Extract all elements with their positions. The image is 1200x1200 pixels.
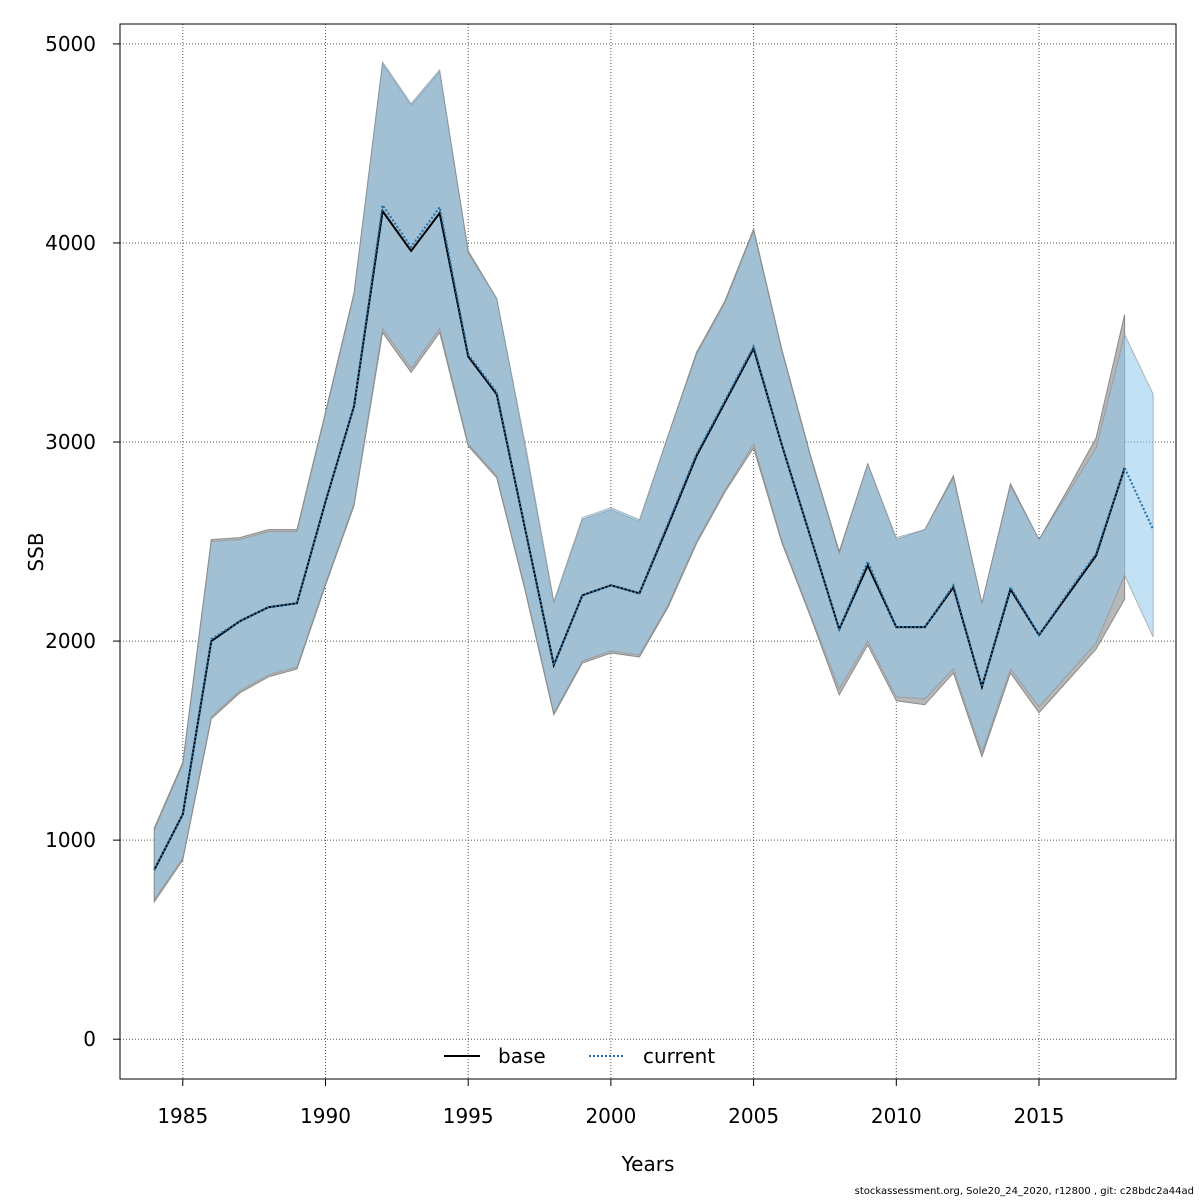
x-tick-label: 1995 [443, 1104, 494, 1128]
y-tick-label: 3000 [45, 430, 96, 454]
series-lines [153, 202, 1155, 871]
x-tick-label: 2010 [871, 1104, 922, 1128]
x-tick-label: 2015 [1014, 1104, 1065, 1128]
y-tick-label: 1000 [45, 828, 96, 852]
y-tick-label: 4000 [45, 231, 96, 255]
base-confidence-band [153, 62, 1126, 904]
y-tick-label: 0 [83, 1027, 96, 1051]
x-tick-label: 2000 [585, 1104, 636, 1128]
grid [120, 24, 1176, 1079]
footer-note: stockassessment.org, Sole20_24_2020, r12… [854, 1186, 1194, 1197]
x-axis-ticks: 1985 1990 1995 2000 2005 2010 2015 [157, 1079, 1064, 1128]
plot-frame [119, 23, 1177, 1080]
y-tick-label: 2000 [45, 629, 96, 653]
legend: base current [444, 1044, 715, 1068]
y-axis-ticks: 0 1000 2000 3000 4000 5000 [45, 32, 120, 1051]
x-tick-label: 1990 [300, 1104, 351, 1128]
confidence-bands [153, 60, 1154, 904]
x-tick-label: 2005 [728, 1104, 779, 1128]
legend-base-label: base [498, 1044, 546, 1068]
legend-current-label: current [643, 1044, 715, 1068]
current-confidence-band [153, 60, 1154, 902]
y-tick-label: 5000 [45, 32, 96, 56]
y-axis-title: SSB [24, 532, 48, 571]
x-axis-title: Years [621, 1152, 675, 1176]
x-tick-label: 1985 [157, 1104, 208, 1128]
